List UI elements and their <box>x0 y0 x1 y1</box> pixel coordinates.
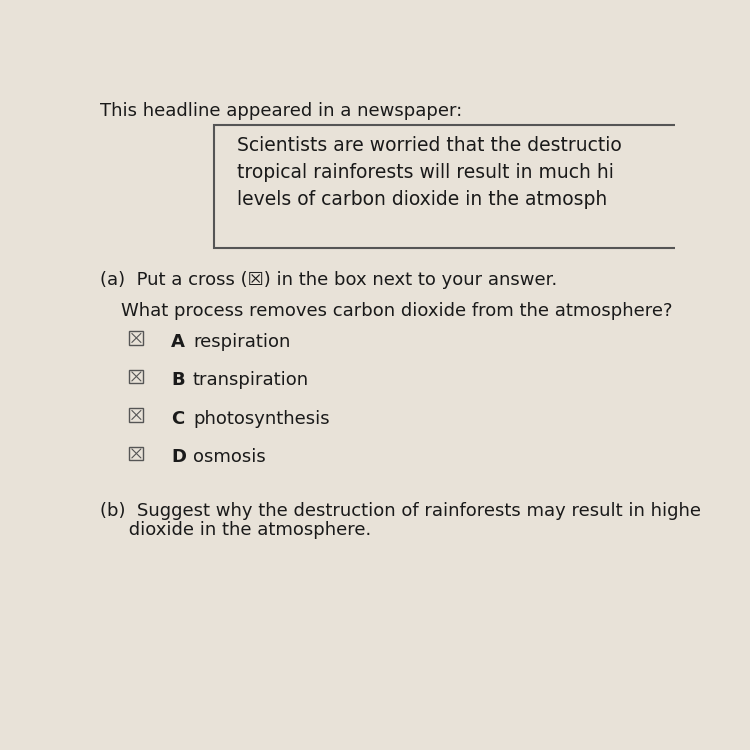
Text: dioxide in the atmosphere.: dioxide in the atmosphere. <box>100 521 371 539</box>
Text: This headline appeared in a newspaper:: This headline appeared in a newspaper: <box>100 101 462 119</box>
Text: (a)  Put a cross (☒) in the box next to your answer.: (a) Put a cross (☒) in the box next to y… <box>100 271 557 289</box>
Text: Scientists are worried that the destructio: Scientists are worried that the destruct… <box>237 136 622 155</box>
Bar <box>130 446 143 460</box>
Bar <box>130 370 143 383</box>
Text: A: A <box>171 332 185 350</box>
Text: (b)  Suggest why the destruction of rainforests may result in highe: (b) Suggest why the destruction of rainf… <box>100 502 701 520</box>
Text: C: C <box>171 410 184 428</box>
Bar <box>214 124 687 248</box>
Text: tropical rainforests will result in much hi: tropical rainforests will result in much… <box>237 164 614 182</box>
Bar <box>130 408 143 422</box>
Text: photosynthesis: photosynthesis <box>193 410 329 428</box>
Text: D: D <box>171 448 186 466</box>
Text: osmosis: osmosis <box>193 448 266 466</box>
Text: levels of carbon dioxide in the atmosph: levels of carbon dioxide in the atmosph <box>237 190 608 209</box>
Bar <box>130 331 143 345</box>
Text: transpiration: transpiration <box>193 371 309 389</box>
Text: respiration: respiration <box>193 332 290 350</box>
Text: What process removes carbon dioxide from the atmosphere?: What process removes carbon dioxide from… <box>121 302 672 320</box>
Text: B: B <box>171 371 184 389</box>
